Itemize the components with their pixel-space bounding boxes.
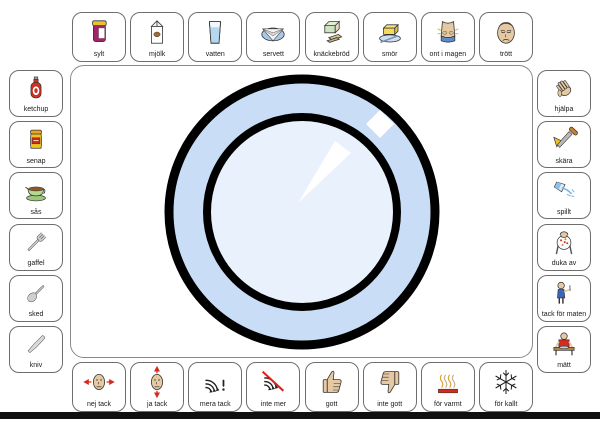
cell-label: inte mer xyxy=(260,401,287,409)
placemat-center-area xyxy=(70,65,533,358)
cell-label: mera tack xyxy=(199,401,231,409)
cell-spillt[interactable]: spillt xyxy=(537,172,591,220)
more-swirl-icon xyxy=(189,363,241,401)
cutting-icon xyxy=(538,122,590,157)
cell-label: duka av xyxy=(551,259,577,267)
cell-label: servett xyxy=(262,51,284,59)
top-row: sylt mjölk vatten servett knäckebröd smör ont … xyxy=(72,12,533,62)
gravy-boat-icon xyxy=(10,173,62,208)
cell-label: knäckebröd xyxy=(313,51,350,59)
cell-label: mjölk xyxy=(148,51,166,59)
cell-label: kniv xyxy=(29,362,43,370)
clear-table-icon xyxy=(538,225,590,260)
fork-icon xyxy=(10,225,62,260)
heat-icon xyxy=(422,363,474,401)
knife-icon xyxy=(10,327,62,362)
cell-label: för varmt xyxy=(434,401,462,409)
crispbread-icon xyxy=(306,13,358,51)
cell-sked[interactable]: sked xyxy=(9,274,63,322)
cell-label: sked xyxy=(28,311,44,319)
cell-label: nej tack xyxy=(86,401,112,409)
napkin-icon xyxy=(247,13,299,51)
thanks-for-food-icon xyxy=(538,276,590,311)
cell-nej-tack[interactable]: nej tack xyxy=(72,362,126,412)
cell-label: skära xyxy=(555,157,573,165)
cell-gaffel[interactable]: gaffel xyxy=(9,223,63,271)
cell-senap[interactable]: senap xyxy=(9,121,63,169)
right-column: hjälpa skära spillt duka av tack för maten mä… xyxy=(537,70,591,373)
helping-hand-icon xyxy=(538,71,590,106)
thumbs-up-icon xyxy=(306,363,358,401)
ketchup-bottle-icon xyxy=(10,71,62,106)
cell-inte-gott[interactable]: inte gott xyxy=(362,362,417,412)
cell-sås[interactable]: sås xyxy=(9,172,63,220)
cell-mjölk[interactable]: mjölk xyxy=(130,12,185,62)
cell-vatten[interactable]: vatten xyxy=(188,12,243,62)
bottom-divider-bar xyxy=(0,412,600,419)
cell-ketchup[interactable]: ketchup xyxy=(9,70,63,117)
cell-för-kallt[interactable]: för kallt xyxy=(478,362,533,412)
left-column: ketchup senap sås gaffel sked kniv xyxy=(9,70,63,373)
full-person-icon xyxy=(538,327,590,362)
cell-för-varmt[interactable]: för varmt xyxy=(420,362,475,412)
cell-label: vatten xyxy=(205,51,225,59)
cell-trött[interactable]: trött xyxy=(478,12,533,62)
cell-label: sylt xyxy=(93,51,105,59)
cell-kniv[interactable]: kniv xyxy=(9,325,63,373)
cell-label: sås xyxy=(30,208,42,216)
cell-label: ont i magen xyxy=(429,51,467,59)
no-more-swirl-icon xyxy=(247,363,299,401)
water-glass-icon xyxy=(189,13,241,51)
cell-label: senap xyxy=(26,157,46,165)
snowflake-icon xyxy=(480,363,532,401)
spoon-icon xyxy=(10,276,62,311)
cell-tack-för-maten[interactable]: tack för maten xyxy=(537,274,591,322)
cell-mätt[interactable]: mätt xyxy=(537,325,591,373)
spilled-glass-icon xyxy=(538,173,590,208)
cell-label: ja tack xyxy=(147,401,168,409)
cell-label: tack för maten xyxy=(541,311,587,319)
cell-label: gaffel xyxy=(27,259,45,267)
butter-icon xyxy=(364,13,416,51)
tired-face-icon xyxy=(480,13,532,51)
mustard-jar-icon xyxy=(10,122,62,157)
cell-label: ketchup xyxy=(23,106,49,114)
milk-carton-icon xyxy=(131,13,183,51)
cell-hjälpa[interactable]: hjälpa xyxy=(537,70,591,117)
cell-smör[interactable]: smör xyxy=(362,12,417,62)
cell-label: spillt xyxy=(556,208,571,216)
cell-mera-tack[interactable]: mera tack xyxy=(188,362,243,412)
cell-servett[interactable]: servett xyxy=(246,12,301,62)
cell-label: hjälpa xyxy=(554,106,574,114)
head-nod-icon xyxy=(131,363,183,401)
cell-label: smör xyxy=(381,51,398,59)
cell-skära[interactable]: skära xyxy=(537,121,591,169)
cell-ja-tack[interactable]: ja tack xyxy=(130,362,185,412)
cell-ont-i-magen[interactable]: ont i magen xyxy=(420,12,475,62)
cell-label: för kallt xyxy=(494,401,518,409)
head-shake-icon xyxy=(73,363,125,401)
cell-label: mätt xyxy=(557,362,571,370)
cell-label: inte gott xyxy=(377,401,403,409)
cell-duka-av[interactable]: duka av xyxy=(537,223,591,271)
cell-sylt[interactable]: sylt xyxy=(72,12,126,62)
cell-label: gott xyxy=(325,401,338,409)
cell-label: trött xyxy=(499,51,513,59)
bottom-row: nej tack ja tack mera tack inte mer gott inte… xyxy=(72,362,533,412)
stomach-ache-icon xyxy=(422,13,474,51)
jam-jar-icon xyxy=(73,13,125,51)
cell-inte-mer[interactable]: inte mer xyxy=(246,362,301,412)
thumbs-down-icon xyxy=(364,363,416,401)
cell-knäckebröd[interactable]: knäckebröd xyxy=(304,12,359,62)
cell-gott[interactable]: gott xyxy=(304,362,359,412)
